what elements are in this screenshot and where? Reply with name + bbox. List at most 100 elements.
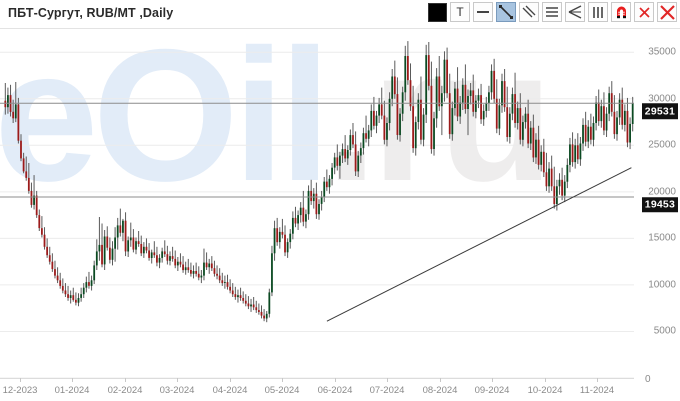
candle-body — [454, 88, 456, 109]
candle-body — [27, 177, 30, 191]
candle-body — [626, 110, 629, 143]
candle-body — [574, 145, 577, 163]
candle-body — [535, 139, 537, 158]
candle-body — [346, 150, 349, 159]
date-tick-label-02-2024: 02-2024 — [107, 385, 143, 396]
candle-body — [595, 102, 597, 123]
fibonacci-fan-tool-button[interactable] — [565, 2, 585, 22]
candle-body — [616, 117, 618, 135]
candle-body — [610, 93, 613, 112]
date-tick-label-11-2024: 11-2024 — [579, 385, 615, 396]
date-tick-label-03-2024: 03-2024 — [159, 385, 195, 396]
candle-body — [597, 102, 600, 122]
candle-body — [260, 311, 263, 316]
candle-body — [618, 99, 621, 118]
candle-body — [302, 207, 305, 222]
candle-body — [184, 267, 187, 271]
text-tool-button[interactable]: T — [450, 2, 470, 22]
candle-body — [176, 261, 179, 266]
parallel-lines-tool-button[interactable] — [519, 2, 539, 22]
candle-body — [472, 90, 475, 112]
small-x-icon — [638, 6, 650, 18]
candle-body — [569, 144, 571, 165]
candle-body — [365, 133, 367, 139]
candle-body — [12, 111, 15, 119]
candle-body — [216, 273, 218, 276]
candle-body — [276, 228, 279, 243]
date-tick — [177, 378, 178, 382]
candle-body — [7, 95, 9, 108]
candle-body — [571, 144, 574, 163]
candle-body — [378, 104, 381, 116]
candle-body — [383, 115, 386, 140]
candle-body — [409, 80, 412, 107]
candle-body — [605, 113, 608, 131]
date-tick — [72, 378, 73, 382]
candle-body — [305, 214, 307, 222]
parallel-trendlines-icon — [522, 5, 536, 19]
candle-body — [495, 98, 498, 129]
candle-body — [114, 237, 116, 249]
date-tick-label-07-2024: 07-2024 — [369, 385, 405, 396]
vertical-lines-tool-button[interactable] — [588, 2, 608, 22]
candle-body — [354, 144, 357, 172]
candle-body — [587, 126, 590, 142]
candle-body — [414, 122, 417, 149]
candle-body — [187, 267, 190, 271]
trendline-tool-button[interactable] — [496, 2, 516, 22]
candle-body — [516, 108, 519, 123]
candle-body — [4, 100, 7, 108]
candle-body — [88, 282, 90, 286]
candle-body — [103, 236, 106, 265]
candle-body — [286, 242, 289, 253]
candle-body — [297, 215, 299, 224]
candle-body — [210, 263, 213, 269]
candle-body — [558, 179, 561, 187]
date-axis: 0 12-2023 01-2024 02-2024 03-2024 04-2024 05-… — [0, 374, 680, 401]
candle-body — [511, 94, 514, 114]
price-tick-15000: 15000 — [648, 232, 676, 244]
candle-body — [540, 151, 543, 165]
color-swatch-button[interactable] — [428, 2, 447, 22]
candle-body — [474, 100, 477, 112]
candle-body — [331, 167, 333, 179]
candle-body — [38, 215, 41, 229]
candle-body — [67, 294, 69, 298]
candle-body — [393, 76, 396, 95]
candle-body — [69, 295, 72, 298]
candle-body — [563, 181, 566, 196]
candle-body — [174, 258, 177, 266]
candle-body — [315, 193, 318, 215]
candle-body — [192, 271, 195, 274]
candle-body — [116, 225, 119, 238]
magnet-tool-button[interactable] — [611, 2, 631, 22]
candle-body — [14, 104, 17, 119]
candle-body — [459, 102, 462, 117]
delete-all-button[interactable] — [657, 2, 677, 22]
candle-body — [213, 268, 216, 274]
candle-body — [542, 151, 545, 173]
candle-body — [589, 126, 592, 140]
horizontal-levels-tool-button[interactable] — [542, 2, 562, 22]
candle-body — [448, 93, 451, 135]
date-tick-label-12-2023: 12-2023 — [2, 385, 38, 396]
candle-body — [61, 285, 64, 291]
candle-body — [156, 255, 158, 263]
candle-body — [623, 110, 626, 125]
candle-body — [129, 237, 132, 241]
candle-body — [127, 240, 130, 252]
watermark-text: eOil — [0, 29, 331, 220]
candle-body — [446, 59, 448, 94]
candle-body — [456, 88, 459, 117]
candle-body — [93, 265, 96, 281]
candle-body — [359, 148, 362, 156]
horizontal-line-tool-button[interactable] — [473, 2, 493, 22]
date-tick — [545, 378, 546, 382]
candle-body — [252, 304, 255, 308]
candle-body — [98, 244, 101, 252]
header-divider — [0, 28, 680, 29]
candle-body — [247, 303, 250, 307]
candle-body — [461, 84, 464, 103]
date-tick — [335, 378, 336, 382]
delete-selected-button[interactable] — [634, 2, 654, 22]
